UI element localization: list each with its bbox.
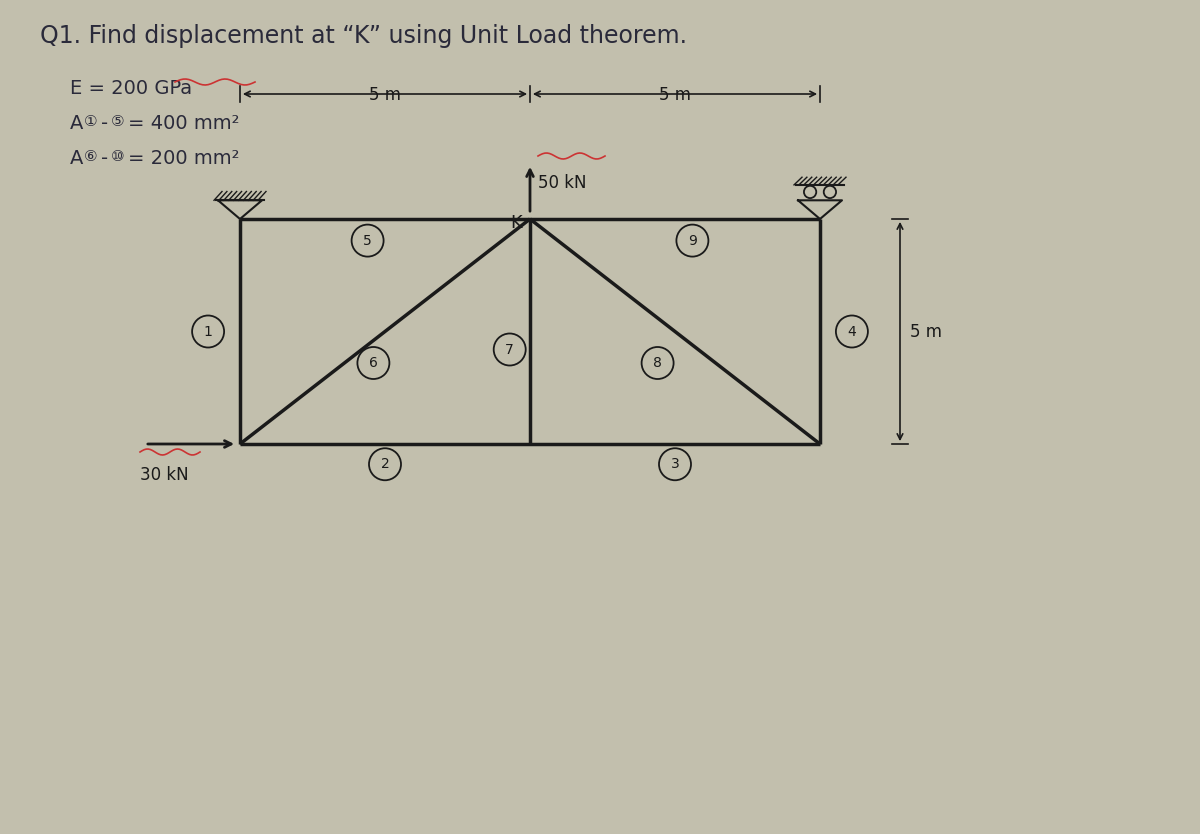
Text: 2: 2: [380, 457, 389, 471]
Text: E = 200 GPa: E = 200 GPa: [70, 79, 192, 98]
Circle shape: [358, 347, 390, 379]
Text: = 400 mm²: = 400 mm²: [128, 114, 240, 133]
Circle shape: [352, 224, 384, 257]
Circle shape: [836, 315, 868, 348]
Text: 5: 5: [364, 234, 372, 248]
Text: ⑥: ⑥: [84, 149, 97, 164]
Text: -: -: [101, 149, 108, 168]
Circle shape: [659, 448, 691, 480]
Text: 5 m: 5 m: [659, 86, 691, 104]
Text: 3: 3: [671, 457, 679, 471]
Text: 4: 4: [847, 324, 857, 339]
Circle shape: [493, 334, 526, 365]
Circle shape: [642, 347, 673, 379]
Circle shape: [370, 448, 401, 480]
Text: 6: 6: [368, 356, 378, 370]
Text: 9: 9: [688, 234, 697, 248]
Text: 5 m: 5 m: [910, 323, 942, 340]
Text: 1: 1: [204, 324, 212, 339]
Circle shape: [804, 186, 816, 198]
Text: Q1. Find displacement at “K” using Unit Load theorem.: Q1. Find displacement at “K” using Unit …: [40, 24, 686, 48]
Text: 5 m: 5 m: [370, 86, 401, 104]
Text: A: A: [70, 149, 83, 168]
Text: A: A: [70, 114, 83, 133]
Circle shape: [677, 224, 708, 257]
Text: 8: 8: [653, 356, 662, 370]
Text: = 200 mm²: = 200 mm²: [128, 149, 240, 168]
Text: 30 kN: 30 kN: [140, 466, 188, 484]
Text: 7: 7: [505, 343, 514, 356]
Text: K: K: [510, 214, 522, 232]
Circle shape: [192, 315, 224, 348]
Circle shape: [823, 186, 836, 198]
Text: ①: ①: [84, 114, 97, 129]
Text: ⑩: ⑩: [112, 149, 125, 164]
Text: -: -: [101, 114, 108, 133]
Text: ⑤: ⑤: [112, 114, 125, 129]
Text: 50 kN: 50 kN: [538, 174, 587, 192]
